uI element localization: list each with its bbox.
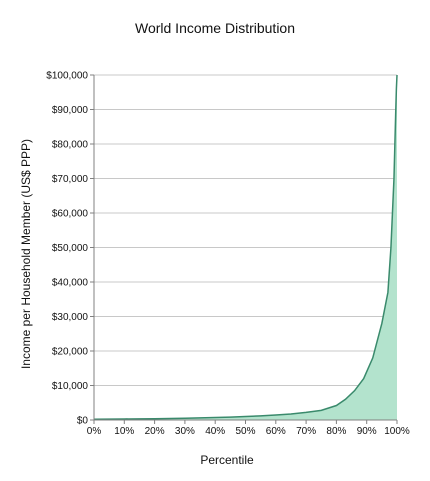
x-axis-ticks: 0% 10% 20% 30% 40% 50% 60% 70% 80% 90% 100% xyxy=(87,420,410,437)
y-tick-label: $0 xyxy=(77,416,89,427)
gridlines xyxy=(94,74,397,386)
y-tick-label: $90,000 xyxy=(52,105,89,116)
y-tick-label: $50,000 xyxy=(52,243,89,254)
y-tick-label: $30,000 xyxy=(52,312,89,323)
x-tick-label: 20% xyxy=(145,426,165,437)
y-axis-label: Income per Household Member (US$ PPP) xyxy=(19,139,33,369)
x-tick-label: 50% xyxy=(235,426,255,437)
x-tick-label: 60% xyxy=(266,426,286,437)
income-area xyxy=(94,75,397,420)
income-line xyxy=(93,74,398,421)
y-tick-label: $60,000 xyxy=(52,209,89,220)
x-tick-label: 10% xyxy=(114,426,134,437)
y-tick-label: $20,000 xyxy=(52,347,89,358)
y-axis-ticks: $0 $10,000 $20,000 $30,000 $40,000 $50,000 $60… xyxy=(46,71,94,427)
x-axis-label: Percentile xyxy=(200,453,254,467)
x-tick-label: 40% xyxy=(205,426,225,437)
y-tick-label: $100,000 xyxy=(46,71,88,82)
y-tick-label: $80,000 xyxy=(52,140,89,151)
x-tick-label: 0% xyxy=(87,426,102,437)
y-tick-label: $10,000 xyxy=(52,381,89,392)
x-tick-label: 80% xyxy=(326,426,346,437)
x-tick-label: 100% xyxy=(384,426,410,437)
x-tick-label: 70% xyxy=(296,426,316,437)
x-tick-label: 90% xyxy=(357,426,377,437)
y-tick-label: $40,000 xyxy=(52,278,89,289)
y-tick-label: $70,000 xyxy=(52,174,89,185)
chart-title: World Income Distribution xyxy=(135,20,295,36)
x-tick-label: 30% xyxy=(175,426,195,437)
